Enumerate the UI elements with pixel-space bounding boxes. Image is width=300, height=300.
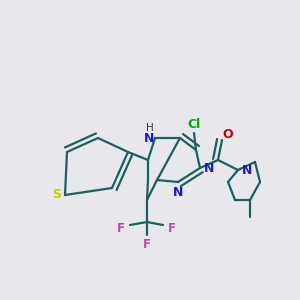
Text: F: F [117,221,125,235]
Text: O: O [223,128,233,140]
Text: N: N [144,131,154,145]
Text: S: S [52,188,62,202]
Text: N: N [242,164,252,176]
Text: F: F [168,221,176,235]
Text: N: N [204,161,214,175]
Text: H: H [146,123,154,133]
Text: N: N [173,185,183,199]
Text: Cl: Cl [188,118,201,130]
Text: F: F [143,238,151,250]
